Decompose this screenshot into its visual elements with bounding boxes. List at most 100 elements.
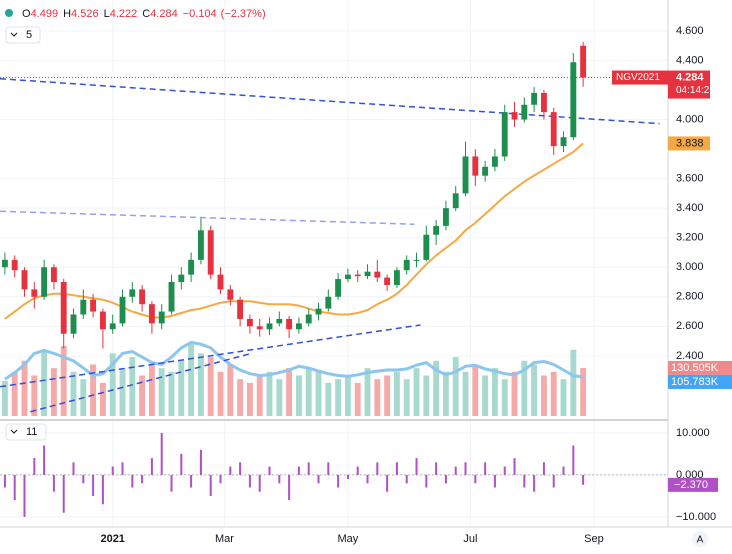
oscillator-bar [92, 474, 95, 496]
oscillator-bar [248, 474, 251, 488]
candle-body [50, 267, 57, 283]
volume-bar [60, 346, 67, 416]
candle-body [580, 45, 587, 78]
x-tick-label: Jul [463, 533, 477, 545]
oscillator-bar [229, 466, 232, 475]
countdown-label: 04:14:21 [676, 85, 715, 96]
indicator-box[interactable] [5, 26, 41, 44]
oscillator-bar [3, 474, 6, 488]
volume-bar [188, 342, 195, 416]
candle-body [80, 299, 87, 315]
volume-bar [442, 371, 449, 416]
volume-bar [207, 357, 214, 416]
oscillator-bar [484, 462, 487, 475]
oscillator-bar [454, 466, 457, 475]
candle-body [550, 112, 557, 147]
oscillator-label: 11 [26, 426, 37, 438]
oscillator-bar [121, 462, 124, 475]
header-part: L [104, 8, 110, 20]
oscillator-bar [258, 474, 261, 492]
candle-body [266, 323, 273, 330]
oscillator-bar [268, 466, 271, 475]
volume-bar [335, 379, 342, 416]
volume-bar [384, 375, 391, 416]
candle-body [99, 311, 106, 330]
oscillator-bar [444, 474, 447, 484]
volume-bar [423, 375, 430, 416]
volume-bar [501, 379, 508, 416]
candle-body [491, 156, 498, 167]
indicator-toggle[interactable]: 5 [5, 26, 41, 44]
oscillator-bar [503, 466, 506, 475]
volume-bar [491, 368, 498, 416]
y-tick-label: 2.600 [676, 320, 704, 332]
oscillator-bar [82, 474, 85, 484]
chevron-icon [10, 32, 18, 37]
volume-bar [41, 349, 48, 416]
y-tick-label: 3.200 [676, 232, 704, 244]
candle-body [41, 267, 48, 297]
oscillator-bar [346, 474, 349, 480]
volume-bar [237, 379, 244, 416]
candle-body [256, 326, 263, 330]
osc-box [668, 477, 718, 492]
status-dot [5, 9, 13, 17]
oscillator-bar [33, 458, 36, 475]
header-part: (−2.37%) [221, 8, 266, 20]
volume-bar [374, 379, 381, 416]
candle-body [315, 308, 322, 315]
candle-body [433, 225, 440, 235]
candle-body [482, 166, 489, 176]
scale-button[interactable]: A [692, 531, 708, 547]
volume-bar [550, 371, 557, 416]
scale-button-circle[interactable] [692, 531, 708, 547]
volume-bar [364, 368, 371, 416]
volume-bar [256, 375, 263, 416]
oscillator-bar [239, 462, 242, 475]
candle-body [197, 230, 204, 260]
volume-bar [472, 364, 479, 416]
x-tick-label: 2021 [100, 533, 124, 545]
oscillator-bar [572, 445, 575, 475]
oscillator-bar [307, 462, 310, 475]
candle-body [560, 137, 567, 147]
volume-box [668, 360, 732, 375]
volume-bar [560, 379, 567, 416]
volume-bar [570, 349, 577, 416]
volume-bar [168, 371, 175, 416]
oscillator-bar [366, 474, 369, 484]
candle-body [511, 112, 518, 120]
oscillator-box[interactable] [5, 423, 47, 441]
volume-bar [482, 375, 489, 416]
x-tick-label: May [338, 533, 359, 545]
oscillator-toggle[interactable]: 11 [5, 423, 47, 441]
oscillator-bar [395, 462, 398, 475]
oscillator-bar [278, 474, 281, 484]
volume-ma-last-label: 105.783K [671, 376, 719, 388]
candle-body [276, 318, 283, 324]
volume-bar [1, 381, 8, 416]
oscillator-bar [386, 474, 389, 492]
oscillator-bar [425, 474, 428, 488]
volume-bar [580, 367, 587, 416]
candle-body [70, 314, 77, 334]
candle-body [540, 92, 547, 113]
candle-body [286, 318, 293, 330]
volume-bar [295, 375, 302, 416]
y-tick-label: 2.800 [676, 291, 704, 303]
volume-bar [305, 368, 312, 416]
volume-last-label: 130.505K [671, 362, 719, 374]
volume-bar [433, 360, 440, 416]
header-part: 4.284 [150, 8, 178, 20]
oscillator-bar [513, 458, 516, 475]
chevron-icon [10, 429, 18, 434]
oscillator-bar [582, 474, 585, 485]
oscillator-bar [405, 474, 408, 484]
candle-body [403, 259, 410, 271]
volume-bar [90, 364, 97, 416]
candle-body [188, 259, 195, 275]
candle-body [521, 104, 528, 120]
candle-body [119, 296, 126, 324]
volume-bar [109, 353, 116, 416]
